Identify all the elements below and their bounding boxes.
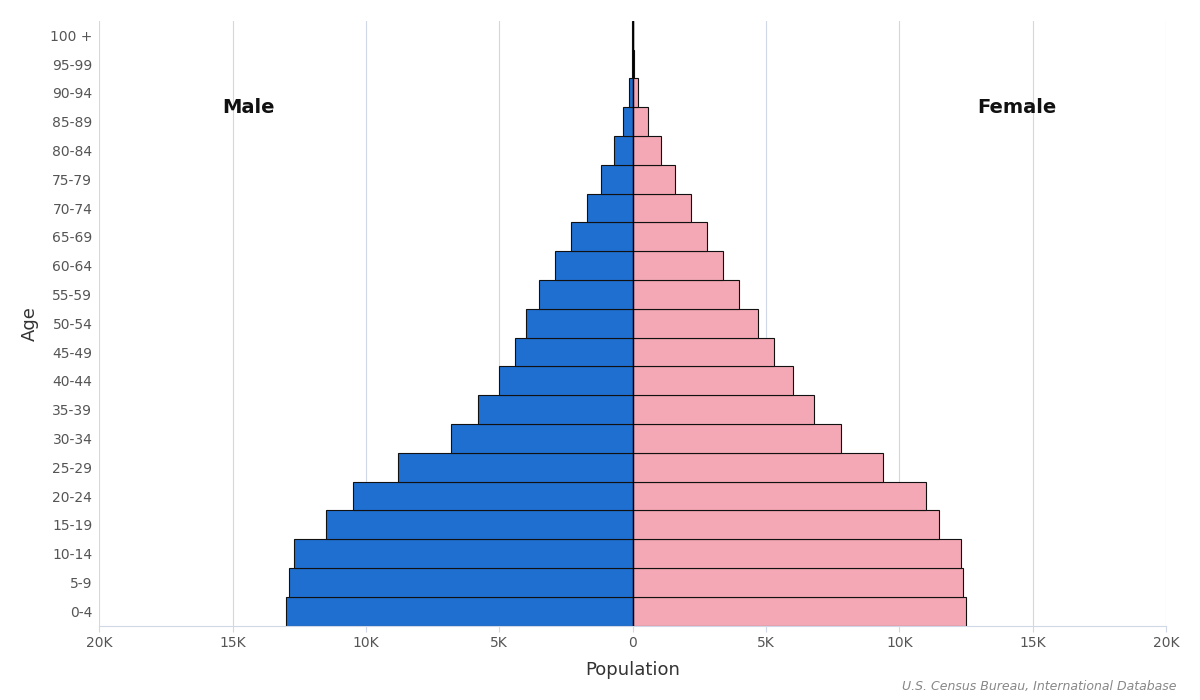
Bar xyxy=(632,223,707,251)
Bar xyxy=(499,366,632,396)
Bar xyxy=(353,482,632,510)
Bar xyxy=(556,251,632,280)
Bar xyxy=(632,568,964,597)
Bar xyxy=(632,366,792,396)
Bar xyxy=(632,510,940,539)
Bar xyxy=(526,309,632,337)
Bar xyxy=(632,164,676,194)
Bar xyxy=(632,395,814,424)
Text: Female: Female xyxy=(977,98,1056,117)
Text: Male: Male xyxy=(222,98,275,117)
Bar xyxy=(515,337,632,366)
Bar xyxy=(632,280,739,309)
Y-axis label: Age: Age xyxy=(20,306,38,341)
Bar xyxy=(623,107,632,136)
Bar xyxy=(571,223,632,251)
Bar xyxy=(632,194,691,223)
Bar xyxy=(632,136,660,164)
Bar xyxy=(288,568,632,597)
Bar xyxy=(629,78,632,107)
Bar xyxy=(286,597,632,626)
Bar xyxy=(478,395,632,424)
Bar xyxy=(632,424,840,453)
Bar xyxy=(632,337,774,366)
Bar xyxy=(632,107,648,136)
Bar xyxy=(600,164,632,194)
Bar xyxy=(632,78,638,107)
Bar xyxy=(632,251,724,280)
Bar xyxy=(451,424,632,453)
Bar xyxy=(294,539,632,568)
Bar xyxy=(632,482,926,510)
Bar xyxy=(632,539,960,568)
X-axis label: Population: Population xyxy=(586,662,680,679)
Bar xyxy=(326,510,632,539)
Bar xyxy=(632,453,883,482)
Bar xyxy=(632,50,635,78)
Bar xyxy=(539,280,632,309)
Bar xyxy=(614,136,632,164)
Bar xyxy=(632,309,758,337)
Text: U.S. Census Bureau, International Database: U.S. Census Bureau, International Databa… xyxy=(901,680,1176,693)
Bar xyxy=(587,194,632,223)
Bar xyxy=(398,453,632,482)
Bar xyxy=(632,597,966,626)
